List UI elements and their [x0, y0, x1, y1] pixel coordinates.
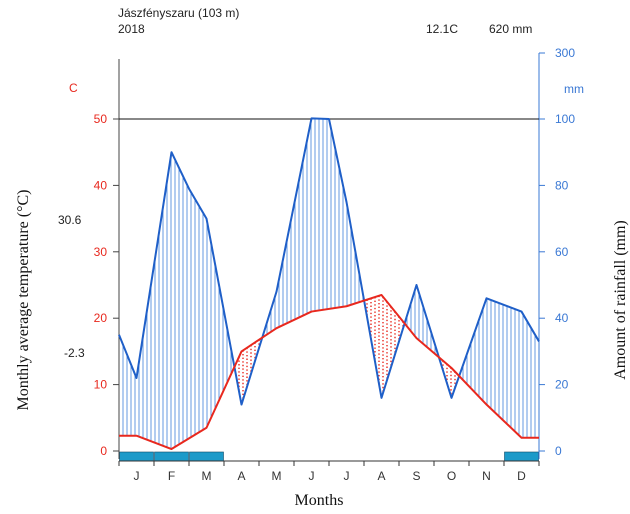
- rain-tick-label: 0: [555, 444, 562, 458]
- month-label: N: [482, 469, 491, 483]
- y-axis-title-left: Monthly average temperature (°C): [15, 190, 32, 411]
- x-axis-title: Months: [295, 492, 344, 509]
- frost-bar-2: [154, 451, 189, 462]
- abs-max-label: 30.6: [58, 213, 82, 227]
- rain-tick-label: 80: [555, 178, 569, 192]
- rain-tick-label: 300: [555, 46, 575, 60]
- rain-axis-unit: mm: [564, 82, 584, 96]
- rain-tick-label: 20: [555, 378, 569, 392]
- frost-bar-3: [189, 451, 224, 462]
- frost-bar-12: [504, 451, 539, 462]
- temp-axis-unit: C: [69, 81, 78, 95]
- month-label: S: [412, 469, 420, 483]
- month-label: J: [309, 469, 315, 483]
- month-label: M: [272, 469, 282, 483]
- month-label: A: [377, 469, 385, 483]
- rain-tick-label: 40: [555, 311, 569, 325]
- month-label: M: [202, 469, 212, 483]
- temp-tick-label: 30: [94, 245, 108, 259]
- frost-bar-1: [119, 451, 154, 462]
- month-label: A: [237, 469, 245, 483]
- abs-min-label: -2.3: [64, 346, 85, 360]
- rain-tick-label: 100: [555, 112, 575, 126]
- temperature-line: [119, 293, 539, 451]
- month-label: J: [134, 469, 140, 483]
- rain-tick-label: 60: [555, 245, 569, 259]
- y-axis-title-right: Amount of rainfall (mm): [612, 220, 629, 380]
- month-label: O: [447, 469, 456, 483]
- rainfall-line: [118, 117, 540, 406]
- temp-tick-label: 0: [100, 444, 107, 458]
- year-label: 2018: [118, 22, 145, 36]
- temp-tick-label: 40: [94, 178, 108, 192]
- month-label: D: [517, 469, 526, 483]
- temp-tick-label: 20: [94, 311, 108, 325]
- month-label: J: [344, 469, 350, 483]
- station-title: Jászfényszaru (103 m): [118, 6, 239, 20]
- annual-rainfall-label: 620 mm: [489, 22, 532, 36]
- month-label: F: [168, 469, 175, 483]
- temp-tick-label: 10: [94, 378, 108, 392]
- mean-temperature-label: 12.1C: [426, 22, 458, 36]
- temp-tick-label: 50: [94, 112, 108, 126]
